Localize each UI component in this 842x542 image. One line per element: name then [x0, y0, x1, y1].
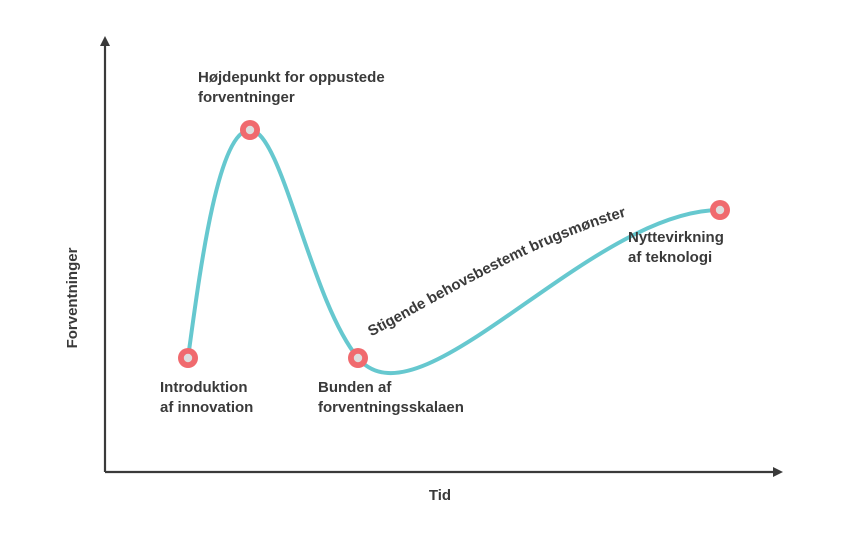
y-axis-label: Forventninger [64, 247, 81, 348]
marker-trough [348, 348, 368, 368]
marker-plateau [710, 200, 730, 220]
chart-background [0, 0, 842, 542]
marker-trigger [178, 348, 198, 368]
x-axis-label: Tid [429, 487, 451, 504]
marker-peak [240, 120, 260, 140]
hype-cycle-chart: TidForventningerIntroduktionaf innovatio… [0, 0, 842, 542]
